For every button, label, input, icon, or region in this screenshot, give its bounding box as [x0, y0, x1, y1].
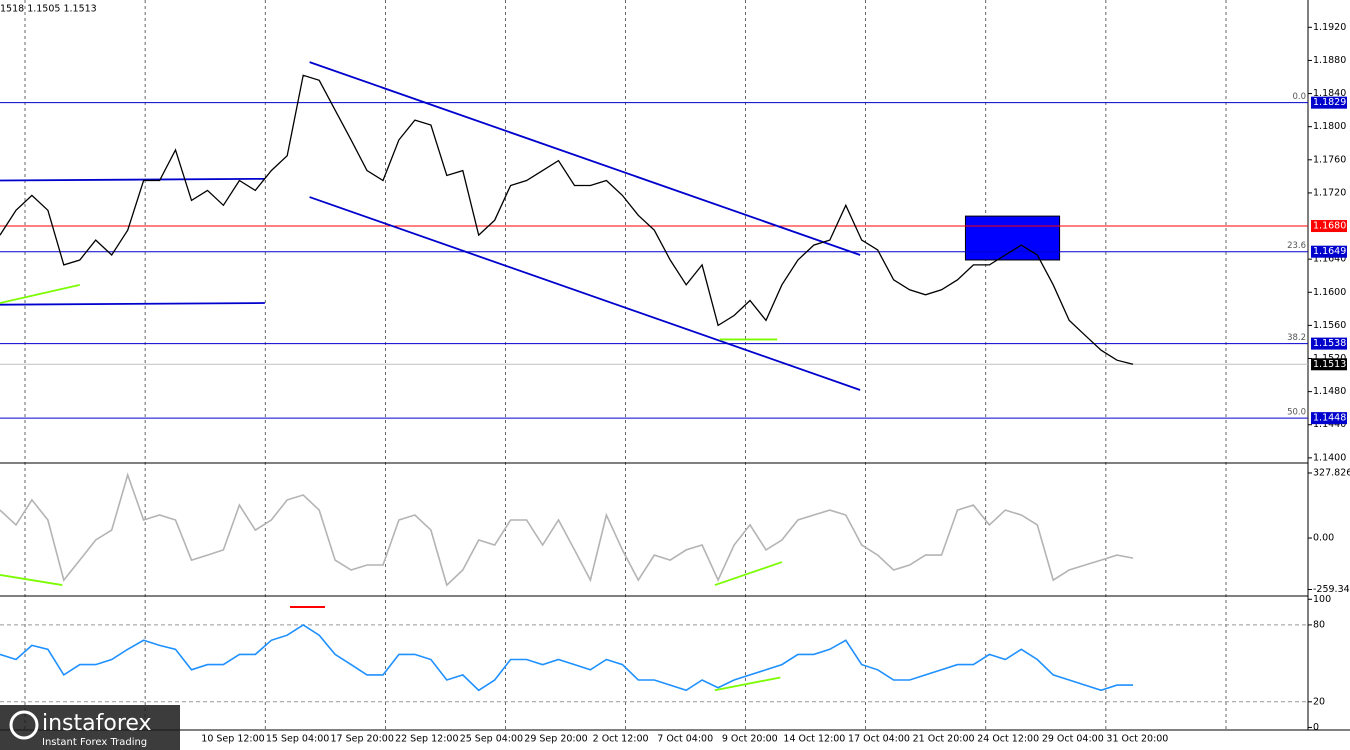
- y-tick-label: 1.1600: [1313, 287, 1346, 298]
- rsi-line: [0, 623, 1133, 692]
- y-tick-label: 1.1920: [1313, 22, 1346, 33]
- x-tick-label: 29 Sep 20:00: [524, 734, 587, 745]
- x-tick-label: 10 Sep 12:00: [201, 734, 264, 745]
- level-box: [1311, 358, 1347, 371]
- x-tick-label: 17 Sep 20:00: [330, 734, 393, 745]
- y-tick-label: 20: [1313, 696, 1325, 707]
- x-tick-label: 21 Oct 20:00: [913, 734, 975, 745]
- level-box: [1311, 412, 1347, 425]
- y-tick-label: 1.1560: [1313, 320, 1346, 331]
- x-tick-label: 2 Oct 12:00: [593, 734, 649, 745]
- y-tick-label: -259.342: [1313, 584, 1350, 595]
- x-tick-label: 31 Oct 20:00: [1106, 734, 1168, 745]
- level-value: 1.1448: [1313, 413, 1346, 424]
- price-line: [0, 74, 1134, 365]
- y-tick-label: 0: [1313, 722, 1319, 733]
- logo-name: instaforex: [42, 711, 152, 736]
- cci-line: [0, 472, 1134, 587]
- y-tick-label: 1.1760: [1313, 154, 1346, 165]
- level-box: [1311, 337, 1347, 350]
- y-tick-label: 100: [1313, 594, 1331, 605]
- level-value: 1.1538: [1313, 338, 1346, 349]
- trendline: [714, 676, 781, 692]
- level-box: [1311, 220, 1347, 233]
- x-tick-label: 14 Oct 12:00: [783, 734, 845, 745]
- trendline: [714, 561, 783, 586]
- level-value: 1.1649: [1313, 246, 1346, 257]
- x-tick-label: 29 Oct 04:00: [1042, 734, 1104, 745]
- trendline: [309, 196, 861, 391]
- y-tick-label: 1.1840: [1313, 88, 1346, 99]
- trendline: [0, 302, 265, 306]
- y-tick-label: 1.1800: [1313, 121, 1346, 132]
- level-value: 1.1829: [1313, 97, 1346, 108]
- logo-icon: [9, 710, 39, 740]
- y-tick-label: 1.1440: [1313, 419, 1346, 430]
- level-label: 50.0: [1287, 408, 1306, 418]
- zone: [964, 215, 1061, 261]
- y-tick-label: 80: [1313, 619, 1325, 630]
- level-label: 38.2: [1287, 333, 1306, 343]
- y-tick-label: 1.1480: [1313, 386, 1346, 397]
- y-tick-label: 1.1400: [1313, 452, 1346, 463]
- trendline: [0, 283, 80, 304]
- y-tick-label: 1.1640: [1313, 254, 1346, 265]
- trendline: [0, 177, 265, 182]
- x-tick-label: 22 Sep 12:00: [395, 734, 458, 745]
- logo: instaforex Instant Forex Trading: [0, 705, 180, 750]
- y-tick-label: 0.00: [1313, 533, 1334, 544]
- logo-tagline: Instant Forex Trading: [42, 737, 147, 748]
- level-label: 0.0: [1292, 92, 1306, 102]
- level-box: [1311, 96, 1347, 109]
- level-value: 1.1680: [1313, 221, 1346, 232]
- x-tick-label: 17 Oct 04:00: [848, 734, 910, 745]
- level-value: 1.1513: [1313, 359, 1346, 370]
- x-tick-label: 15 Sep 04:00: [266, 734, 329, 745]
- level-label: 23.6: [1287, 241, 1306, 251]
- x-tick-label: 9 Oct 20:00: [722, 734, 778, 745]
- y-tick-label: 327.826: [1313, 467, 1350, 478]
- level-box: [1311, 245, 1347, 258]
- x-tick-label: 7 Oct 04:00: [657, 734, 713, 745]
- ohlc-text: 1518 1.1505 1.1513: [0, 4, 97, 15]
- trendline: [309, 61, 861, 256]
- trendline: [0, 574, 63, 586]
- x-tick-label: 25 Sep 04:00: [460, 734, 523, 745]
- y-tick-label: 1.1720: [1313, 187, 1346, 198]
- y-tick-label: 1.1880: [1313, 55, 1346, 66]
- x-tick-label: 24 Oct 12:00: [977, 734, 1039, 745]
